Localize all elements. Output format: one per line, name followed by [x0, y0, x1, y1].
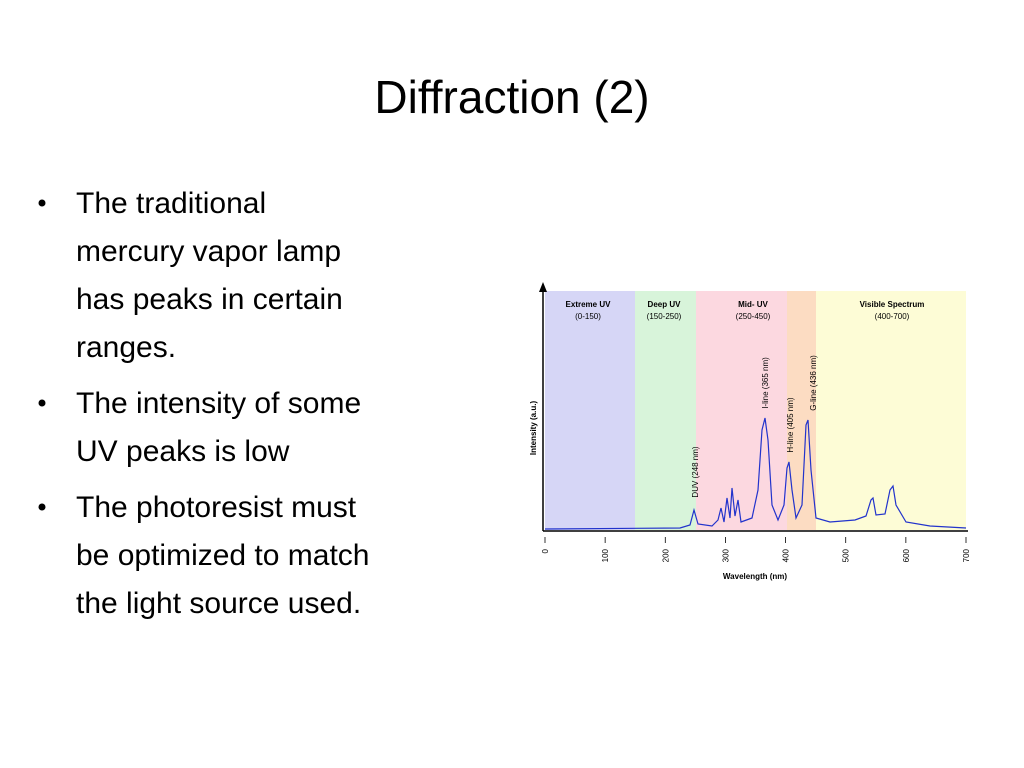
region-deep-uv [635, 291, 696, 530]
spectrum-curve [544, 417, 967, 530]
region-mid-uv [696, 291, 787, 530]
region-range: (150-250) [647, 312, 682, 321]
region-extreme-uv [545, 291, 635, 530]
x-axis-label: Wavelength (nm) [723, 572, 787, 581]
bullet-text: The intensity of some [76, 387, 361, 420]
x-tick-label: 0 [541, 548, 550, 553]
figure: Extreme UV (0-150) Deep UV (150-250) Mid… [529, 282, 968, 581]
x-tick-label: 300 [721, 548, 730, 562]
region-name: Deep UV [648, 300, 682, 309]
x-tick-label: 600 [902, 548, 911, 562]
x-tick-label: 200 [661, 548, 670, 562]
x-tick-label: 700 [962, 548, 971, 562]
bullet-text: UV peaks is low [76, 435, 290, 468]
bullet-dot [38, 399, 46, 407]
region-range: (0-150) [575, 312, 601, 321]
peak-label: DUV (248 nm) [691, 446, 700, 497]
region-name: Extreme UV [566, 300, 612, 309]
y-axis-arrow [539, 282, 547, 292]
peak-label: I-line (365 nm) [761, 357, 770, 409]
bullet-text: ranges. [76, 331, 176, 364]
x-tick-label: 500 [842, 548, 851, 562]
bullet-text: mercury vapor lamp [76, 235, 341, 268]
y-axis-label: Intensity (a.u.) [529, 401, 538, 456]
peak-label: H-line (405 nm) [786, 397, 795, 452]
bullet-text: The photoresist must [76, 491, 357, 524]
region-range: (250-450) [736, 312, 771, 321]
bullet-text: has peaks in certain [76, 283, 343, 316]
bullet-text: the light source used. [76, 587, 361, 620]
bullet-text: be optimized to match [76, 539, 369, 572]
x-tick-label: 400 [782, 548, 791, 562]
bullet-list: The traditional mercury vapor lamp has pea… [38, 187, 369, 620]
bullet-dot [38, 503, 46, 511]
x-tick-label: 100 [601, 548, 610, 562]
region-visible [816, 291, 966, 530]
region-range: (400-700) [875, 312, 910, 321]
bullet-text: The traditional [76, 187, 266, 220]
peak-label: G-line (436 nm) [809, 355, 818, 411]
region-name: Visible Spectrum [860, 300, 925, 309]
bullet-dot [38, 199, 46, 207]
region-name: Mid- UV [738, 300, 768, 309]
slide-title: Diffraction (2) [374, 71, 649, 123]
